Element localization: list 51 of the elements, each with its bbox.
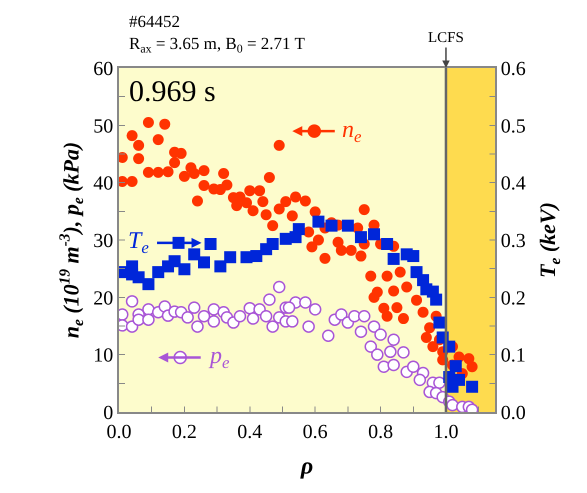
y2-tick-label: 0.2	[500, 287, 526, 310]
point	[126, 260, 138, 272]
point	[407, 250, 420, 262]
annotation: 0.969 s	[129, 75, 216, 108]
point	[292, 223, 305, 236]
y-tick-label: 10	[93, 344, 114, 367]
chart-title: #64452	[129, 12, 180, 31]
y2-tick-label: 0.6	[500, 58, 526, 80]
y2-tick-label: 0.0	[500, 402, 526, 424]
y-tick-label: 30	[93, 230, 114, 252]
y-tick-label: 40	[93, 172, 114, 195]
x-tick-label: 0.8	[368, 420, 394, 443]
point	[433, 316, 446, 329]
y2-tick-label: 0.4	[500, 172, 526, 195]
y2-tick-label: 0.1	[500, 344, 526, 367]
ref-line-label: LCFS	[428, 30, 464, 46]
y2-tick-label: 0.3	[500, 230, 526, 252]
legend-label: p$_{e}$	[208, 343, 230, 372]
chart-subtitle: R$_{ax}$ = 3.65 m, B$_{0}$ = 2.71 T	[129, 34, 306, 56]
x-tick-label: 0.4	[237, 420, 262, 443]
y-tick-label: 20	[93, 287, 114, 310]
legend-label: n$_{e}$	[342, 117, 362, 146]
point	[204, 238, 217, 250]
point	[214, 260, 226, 272]
point	[354, 231, 367, 244]
point	[250, 250, 262, 262]
point	[312, 216, 324, 228]
point	[430, 294, 442, 306]
point	[342, 220, 354, 232]
y-tick-label: 50	[93, 115, 114, 138]
point	[388, 252, 400, 265]
point	[326, 220, 338, 232]
point	[188, 248, 200, 260]
point	[142, 278, 154, 290]
point	[381, 238, 394, 250]
x-tick-label: 1.0	[433, 420, 458, 443]
x-tick-label: 0.6	[302, 420, 328, 443]
point	[178, 263, 190, 276]
point	[266, 238, 279, 250]
x-tick-label: 0.2	[172, 420, 197, 443]
point	[450, 360, 462, 372]
y2-tick-label: 0.5	[500, 115, 526, 138]
point	[168, 255, 181, 268]
point	[152, 266, 164, 278]
point	[466, 380, 478, 393]
point	[368, 228, 380, 240]
y-tick-label: 60	[93, 58, 114, 80]
series-label: T$_{e}$	[128, 228, 150, 258]
point	[198, 256, 210, 268]
point	[224, 251, 236, 264]
x-axis-title: ρ	[300, 454, 314, 480]
